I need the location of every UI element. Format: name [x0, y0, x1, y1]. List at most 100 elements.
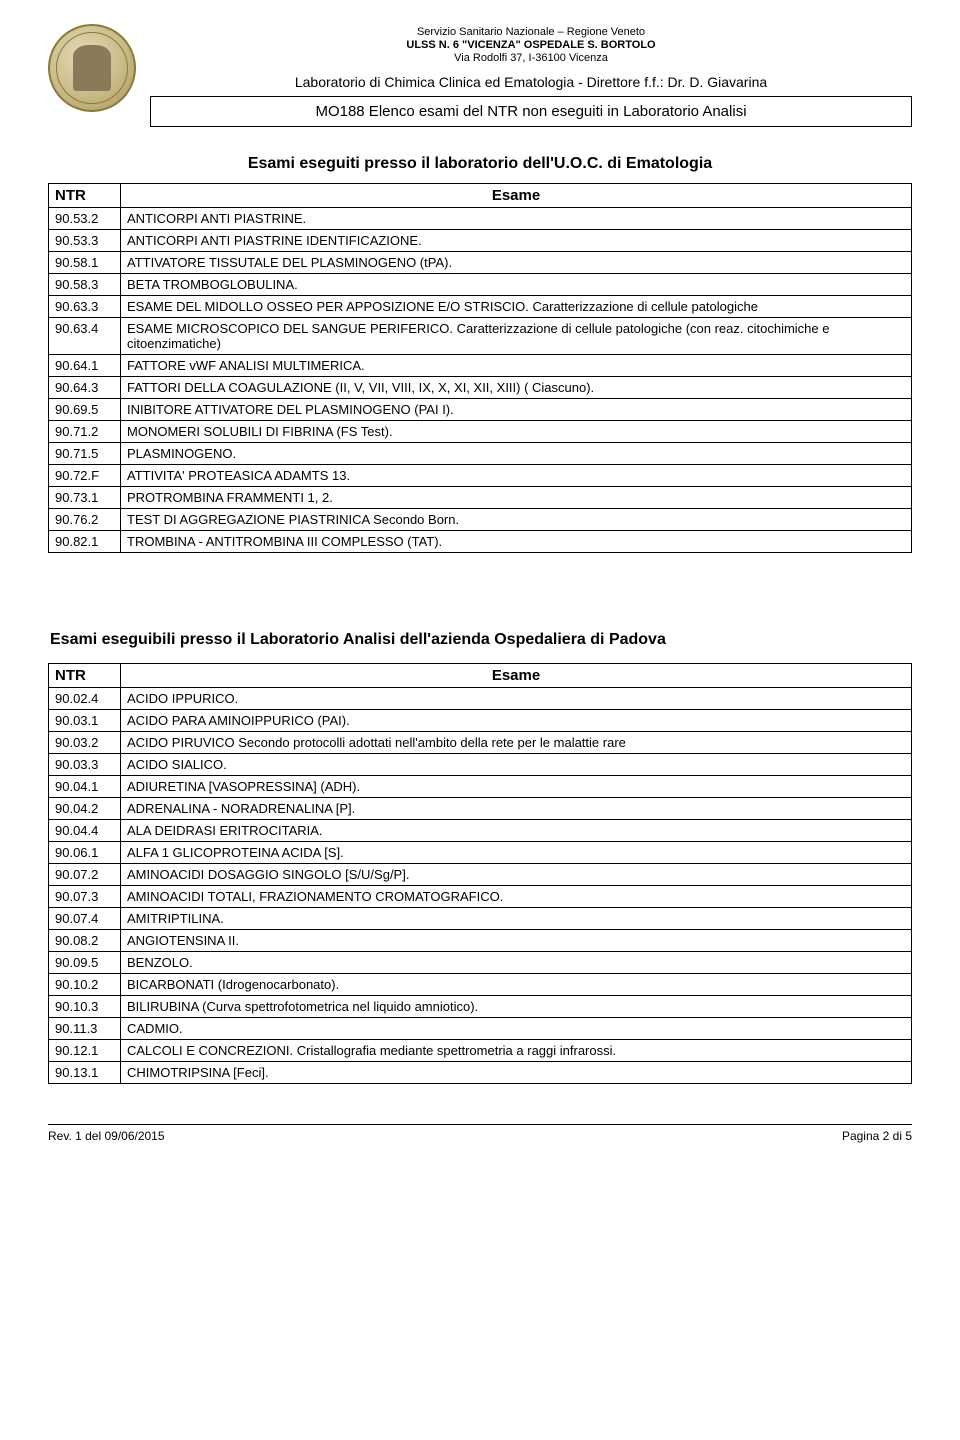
cell-desc: BILIRUBINA (Curva spettrofotometrica nel… — [121, 996, 912, 1018]
header-org: Servizio Sanitario Nazionale – Regione V… — [150, 26, 912, 38]
hospital-seal-icon — [48, 24, 136, 112]
cell-desc: BICARBONATI (Idrogenocarbonato). — [121, 974, 912, 996]
table-row: 90.07.4AMITRIPTILINA. — [49, 908, 912, 930]
header-address: Via Rodolfi 37, I-36100 Vicenza — [150, 52, 912, 64]
cell-code: 90.02.4 — [49, 688, 121, 710]
table-row: 90.03.3ACIDO SIALICO. — [49, 754, 912, 776]
table-row: 90.07.2AMINOACIDI DOSAGGIO SINGOLO [S/U/… — [49, 864, 912, 886]
table-row: 90.58.3BETA TROMBOGLOBULINA. — [49, 274, 912, 296]
col-esame: Esame — [121, 184, 912, 208]
cell-code: 90.06.1 — [49, 842, 121, 864]
footer-page: Pagina 2 di 5 — [842, 1129, 912, 1143]
table-row: 90.64.1FATTORE vWF ANALISI MULTIMERICA. — [49, 355, 912, 377]
cell-code: 90.82.1 — [49, 531, 121, 553]
cell-desc: ESAME DEL MIDOLLO OSSEO PER APPOSIZIONE … — [121, 296, 912, 318]
cell-code: 90.11.3 — [49, 1018, 121, 1040]
table-row: 90.07.3AMINOACIDI TOTALI, FRAZIONAMENTO … — [49, 886, 912, 908]
section2-title: Esami eseguibili presso il Laboratorio A… — [50, 631, 912, 649]
cell-desc: ANTICORPI ANTI PIASTRINE IDENTIFICAZIONE… — [121, 230, 912, 252]
table-row: 90.76.2TEST DI AGGREGAZIONE PIASTRINICA … — [49, 509, 912, 531]
cell-code: 90.53.3 — [49, 230, 121, 252]
cell-desc: FATTORE vWF ANALISI MULTIMERICA. — [121, 355, 912, 377]
table-row: 90.09.5BENZOLO. — [49, 952, 912, 974]
cell-code: 90.09.5 — [49, 952, 121, 974]
cell-code: 90.72.F — [49, 465, 121, 487]
footer-revision: Rev. 1 del 09/06/2015 — [48, 1129, 165, 1143]
section1-table: NTR Esame 90.53.2ANTICORPI ANTI PIASTRIN… — [48, 183, 912, 553]
header-lab: Laboratorio di Chimica Clinica ed Ematol… — [150, 74, 912, 90]
table-row: 90.10.3BILIRUBINA (Curva spettrofotometr… — [49, 996, 912, 1018]
header-hospital: ULSS N. 6 "VICENZA" OSPEDALE S. BORTOLO — [150, 39, 912, 51]
table-row: 90.69.5INIBITORE ATTIVATORE DEL PLASMINO… — [49, 399, 912, 421]
cell-desc: ACIDO SIALICO. — [121, 754, 912, 776]
cell-desc: ATTIVATORE TISSUTALE DEL PLASMINOGENO (t… — [121, 252, 912, 274]
table-row: 90.73.1PROTROMBINA FRAMMENTI 1, 2. — [49, 487, 912, 509]
cell-desc: ACIDO PARA AMINOIPPURICO (PAI). — [121, 710, 912, 732]
cell-code: 90.07.4 — [49, 908, 121, 930]
table-row: 90.71.5PLASMINOGENO. — [49, 443, 912, 465]
cell-desc: FATTORI DELLA COAGULAZIONE (II, V, VII, … — [121, 377, 912, 399]
page-footer: Rev. 1 del 09/06/2015 Pagina 2 di 5 — [48, 1124, 912, 1143]
table-row: 90.02.4ACIDO IPPURICO. — [49, 688, 912, 710]
cell-code: 90.64.3 — [49, 377, 121, 399]
cell-desc: ANTICORPI ANTI PIASTRINE. — [121, 208, 912, 230]
cell-code: 90.13.1 — [49, 1062, 121, 1084]
table-row: 90.04.2ADRENALINA - NORADRENALINA [P]. — [49, 798, 912, 820]
table-row: 90.12.1CALCOLI E CONCREZIONI. Cristallog… — [49, 1040, 912, 1062]
cell-desc: TROMBINA - ANTITROMBINA III COMPLESSO (T… — [121, 531, 912, 553]
cell-desc: AMITRIPTILINA. — [121, 908, 912, 930]
cell-desc: ACIDO IPPURICO. — [121, 688, 912, 710]
table-row: 90.11.3CADMIO. — [49, 1018, 912, 1040]
cell-desc: MONOMERI SOLUBILI DI FIBRINA (FS Test). — [121, 421, 912, 443]
section2-table: NTR Esame 90.02.4ACIDO IPPURICO.90.03.1A… — [48, 663, 912, 1084]
table-row: 90.58.1ATTIVATORE TISSUTALE DEL PLASMINO… — [49, 252, 912, 274]
cell-code: 90.07.2 — [49, 864, 121, 886]
cell-code: 90.63.3 — [49, 296, 121, 318]
cell-code: 90.58.3 — [49, 274, 121, 296]
table-row: 90.13.1CHIMOTRIPSINA [Feci]. — [49, 1062, 912, 1084]
cell-code: 90.07.3 — [49, 886, 121, 908]
table-row: 90.53.2ANTICORPI ANTI PIASTRINE. — [49, 208, 912, 230]
cell-desc: TEST DI AGGREGAZIONE PIASTRINICA Secondo… — [121, 509, 912, 531]
cell-code: 90.03.3 — [49, 754, 121, 776]
cell-desc: ATTIVITA' PROTEASICA ADAMTS 13. — [121, 465, 912, 487]
cell-desc: ANGIOTENSINA II. — [121, 930, 912, 952]
cell-code: 90.10.2 — [49, 974, 121, 996]
table-row: 90.10.2BICARBONATI (Idrogenocarbonato). — [49, 974, 912, 996]
table-row: 90.82.1TROMBINA - ANTITROMBINA III COMPL… — [49, 531, 912, 553]
cell-desc: INIBITORE ATTIVATORE DEL PLASMINOGENO (P… — [121, 399, 912, 421]
table-row: 90.64.3FATTORI DELLA COAGULAZIONE (II, V… — [49, 377, 912, 399]
cell-code: 90.10.3 — [49, 996, 121, 1018]
col-ntr: NTR — [49, 184, 121, 208]
cell-code: 90.69.5 — [49, 399, 121, 421]
cell-code: 90.71.5 — [49, 443, 121, 465]
cell-desc: CHIMOTRIPSINA [Feci]. — [121, 1062, 912, 1084]
cell-code: 90.73.1 — [49, 487, 121, 509]
cell-desc: AMINOACIDI TOTALI, FRAZIONAMENTO CROMATO… — [121, 886, 912, 908]
cell-desc: ACIDO PIRUVICO Secondo protocolli adotta… — [121, 732, 912, 754]
cell-desc: ADRENALINA - NORADRENALINA [P]. — [121, 798, 912, 820]
col-ntr-2: NTR — [49, 664, 121, 688]
col-esame-2: Esame — [121, 664, 912, 688]
table-row: 90.63.3ESAME DEL MIDOLLO OSSEO PER APPOS… — [49, 296, 912, 318]
cell-code: 90.12.1 — [49, 1040, 121, 1062]
cell-code: 90.04.2 — [49, 798, 121, 820]
table-row: 90.08.2ANGIOTENSINA II. — [49, 930, 912, 952]
cell-desc: CADMIO. — [121, 1018, 912, 1040]
cell-desc: BENZOLO. — [121, 952, 912, 974]
cell-code: 90.04.1 — [49, 776, 121, 798]
document-title-box: MO188 Elenco esami del NTR non eseguiti … — [150, 96, 912, 127]
cell-code: 90.53.2 — [49, 208, 121, 230]
table-row: 90.06.1ALFA 1 GLICOPROTEINA ACIDA [S]. — [49, 842, 912, 864]
table-row: 90.71.2MONOMERI SOLUBILI DI FIBRINA (FS … — [49, 421, 912, 443]
cell-desc: ADIURETINA [VASOPRESSINA] (ADH). — [121, 776, 912, 798]
cell-code: 90.63.4 — [49, 318, 121, 355]
cell-code: 90.71.2 — [49, 421, 121, 443]
cell-code: 90.04.4 — [49, 820, 121, 842]
cell-code: 90.08.2 — [49, 930, 121, 952]
cell-desc: ESAME MICROSCOPICO DEL SANGUE PERIFERICO… — [121, 318, 912, 355]
cell-desc: BETA TROMBOGLOBULINA. — [121, 274, 912, 296]
document-header: Servizio Sanitario Nazionale – Regione V… — [48, 24, 912, 127]
section1-title: Esami eseguiti presso il laboratorio del… — [48, 155, 912, 173]
table-row: 90.04.1ADIURETINA [VASOPRESSINA] (ADH). — [49, 776, 912, 798]
